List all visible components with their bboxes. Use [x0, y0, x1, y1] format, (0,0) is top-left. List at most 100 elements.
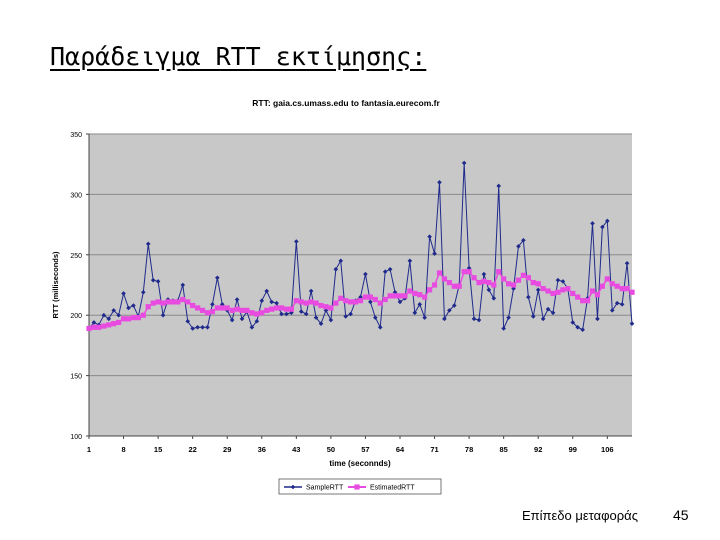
estimated-rtt-point — [501, 276, 507, 282]
estimated-rtt-point — [204, 310, 211, 316]
sample-rtt-point — [106, 316, 112, 322]
y-tick-label: 200 — [70, 313, 82, 320]
x-tick-label: 85 — [499, 445, 507, 454]
estimated-rtt-point — [96, 324, 102, 330]
estimated-rtt-point — [224, 305, 230, 311]
estimated-rtt-point — [175, 299, 181, 305]
estimated-rtt-point — [318, 302, 324, 309]
x-tick-label: 43 — [292, 445, 300, 454]
sample-rtt-point — [234, 297, 240, 302]
x-tick-label: 22 — [188, 445, 196, 454]
estimated-rtt-point — [323, 304, 329, 310]
estimated-rtt-point — [545, 288, 551, 294]
sample-rtt-point — [555, 277, 561, 283]
estimated-rtt-point — [555, 289, 561, 295]
estimated-rtt-point — [575, 294, 581, 300]
x-tick-label: 106 — [601, 445, 614, 454]
sample-rtt-point — [333, 266, 339, 272]
sample-rtt-point — [422, 315, 427, 320]
estimated-rtt-point — [165, 299, 171, 305]
sample-rtt-point — [614, 300, 620, 306]
sample-rtt-point — [624, 260, 630, 266]
x-tick-label: 29 — [223, 445, 231, 454]
sample-rtt-point — [155, 279, 161, 284]
sample-rtt-point — [116, 312, 121, 318]
sample-rtt-point — [131, 303, 136, 308]
sample-rtt-point — [219, 302, 225, 307]
x-tick-label: 78 — [465, 445, 473, 454]
estimated-rtt-point — [278, 305, 285, 311]
estimated-rtt-point — [427, 287, 433, 293]
estimated-rtt-point — [303, 300, 309, 306]
estimated-rtt-point — [101, 323, 107, 329]
sample-rtt-point — [451, 303, 457, 308]
sample-rtt-point — [145, 241, 151, 247]
estimated-rtt-point — [565, 286, 571, 292]
estimated-rtt-point — [308, 299, 314, 305]
sample-rtt-point — [600, 224, 605, 230]
estimated-rtt-point — [298, 299, 304, 305]
estimated-rtt-point — [372, 296, 378, 303]
sample-rtt-point — [595, 316, 600, 322]
sample-rtt-point — [437, 180, 442, 185]
x-tick-label: 64 — [396, 445, 405, 454]
sample-rtt-point — [101, 312, 107, 318]
estimated-rtt-point — [402, 293, 408, 299]
estimated-rtt-point — [199, 307, 206, 313]
y-tick-label: 250 — [70, 253, 82, 260]
estimated-rtt-point — [352, 299, 359, 305]
estimated-rtt-point — [367, 294, 373, 300]
sample-rtt-point — [126, 305, 131, 311]
sample-rtt-point — [180, 282, 186, 288]
y-tick-label: 350 — [70, 132, 82, 139]
rtt-chart: 100 150 200 250 300 350 1 8 15 22 29 36 43 50 57 64 71 78… — [51, 98, 635, 495]
estimated-rtt-point — [273, 305, 280, 311]
estimated-rtt-point — [604, 276, 610, 282]
estimated-rtt-point — [510, 282, 517, 288]
sample-rtt-point — [580, 327, 585, 332]
estimated-rtt-point — [120, 316, 127, 322]
estimated-rtt-point — [140, 312, 146, 318]
sample-rtt-point — [338, 258, 344, 264]
estimated-rtt-point — [441, 276, 448, 282]
estimated-rtt-point — [530, 279, 536, 286]
sample-rtt-point — [412, 310, 418, 316]
estimated-rtt-point — [515, 277, 522, 283]
sample-rtt-point — [363, 271, 368, 277]
estimated-rtt-point — [451, 283, 457, 289]
chart-title: RTT: gaia.cs.umass.edu to fantasia.eurec… — [252, 98, 440, 108]
sample-rtt-point — [274, 300, 279, 306]
sample-rtt-point — [397, 299, 403, 305]
estimated-rtt-point — [343, 298, 349, 304]
estimated-rtt-point — [609, 281, 615, 287]
legend-label: SampleRTT — [306, 485, 344, 492]
estimated-rtt-point — [209, 308, 216, 315]
estimated-rtt-point — [135, 315, 141, 321]
estimated-rtt-point — [407, 288, 413, 294]
estimated-rtt-point — [491, 282, 497, 288]
sample-rtt-point — [382, 269, 388, 275]
sample-rtt-point — [427, 234, 432, 239]
estimated-rtt-point — [214, 305, 220, 311]
estimated-rtt-point — [264, 307, 270, 313]
estimated-rtt-point — [476, 279, 482, 286]
estimated-rtt-point — [362, 294, 369, 300]
estimated-rtt-point — [417, 292, 423, 298]
estimated-rtt-point — [313, 300, 319, 306]
sample-rtt-point — [560, 279, 566, 284]
estimated-rtt-point — [160, 300, 166, 306]
sample-rtt-point — [284, 311, 289, 317]
sample-rtt-point — [471, 316, 477, 322]
sample-rtt-point — [530, 314, 536, 319]
estimated-rtt-point — [619, 286, 625, 292]
sample-rtt-point — [313, 315, 319, 320]
estimated-rtt-point — [130, 315, 137, 321]
chart-legend: SampleRTT EstimatedRTT — [278, 478, 442, 495]
sample-rtt-point — [190, 326, 195, 331]
estimated-rtt-point — [180, 296, 186, 303]
sample-rtt-point — [609, 308, 615, 313]
sample-rtt-point — [491, 295, 497, 301]
sample-rtt-point — [368, 299, 373, 305]
estimated-rtt-point — [540, 286, 546, 292]
x-tick-label: 57 — [361, 445, 369, 454]
